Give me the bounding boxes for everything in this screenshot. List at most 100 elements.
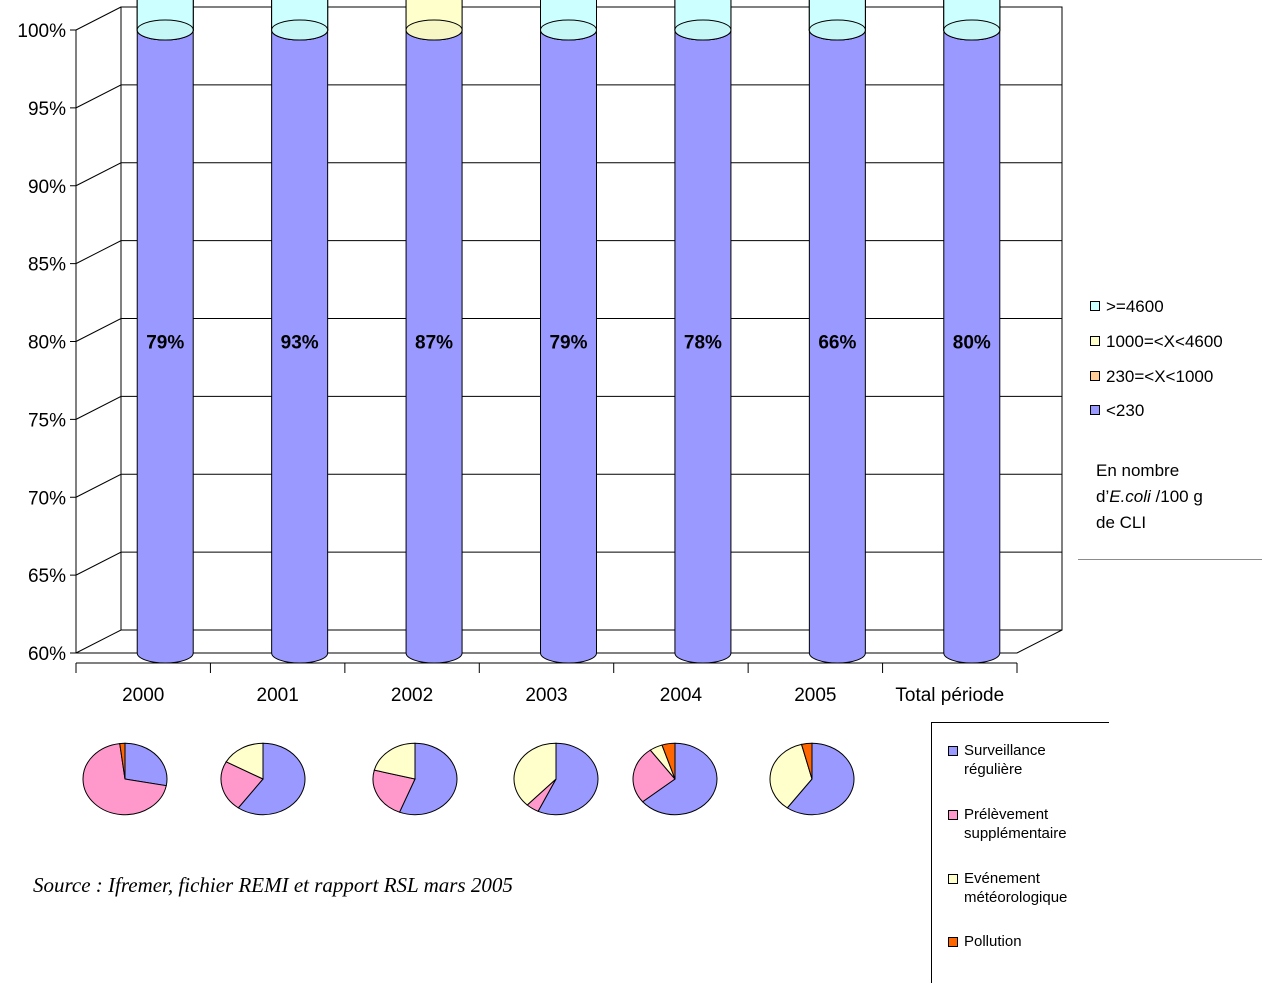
y-tick-label: 70%: [28, 488, 66, 509]
y-tick-label: 85%: [28, 255, 66, 276]
y-tick-label: 95%: [28, 99, 66, 120]
bar-body: [540, 29, 597, 664]
pie-slice: [632, 749, 676, 803]
y-tick-label: 100%: [17, 21, 66, 42]
bar-segment: 2%: [136, 0, 194, 41]
bar-cap: [405, 19, 463, 41]
pie-slice: [513, 742, 557, 806]
bars-group: 79%12%6%2% 93%5%1%2% 87%10%4% 79%14%4%2% 78%…: [136, 0, 1001, 664]
pie-slice: [124, 742, 168, 787]
legend-swatch: [1090, 371, 1100, 381]
pie-slice: [786, 742, 855, 816]
legend-swatch: [948, 874, 958, 884]
bar-body: [136, 29, 194, 664]
gridline: [75, 318, 1062, 342]
y-axis-ticks: 60% 65% 70% 75% 80% 85% 90% 95% 100%: [17, 21, 1062, 665]
bar-cap: [540, 19, 597, 41]
bar-body: [943, 29, 1001, 664]
gridline: [75, 551, 1062, 576]
data-label: 78%: [684, 333, 722, 354]
pie-4: [513, 742, 599, 816]
bar-segment: 79%: [136, 19, 194, 664]
x-tick-label: 2000: [122, 685, 164, 706]
pie-5: [632, 742, 718, 816]
pie-1: [82, 742, 168, 816]
data-label: 87%: [415, 333, 453, 354]
legend-label: <230: [1106, 401, 1145, 420]
pie-slice: [641, 742, 718, 816]
source-note: Source : Ifremer, fichier REMI et rappor…: [33, 873, 513, 897]
bar-2000: 79%12%6%2%: [136, 0, 194, 664]
pie-slice: [373, 742, 416, 780]
legend-swatch: [1090, 301, 1100, 311]
legend-swatch: [1090, 405, 1100, 415]
y-tick-label: 90%: [28, 177, 66, 198]
pie-slice: [220, 761, 264, 809]
legend-label: 230=<X<1000: [1106, 367, 1214, 386]
legend-swatch: [1090, 336, 1100, 346]
bar-segment: 66%: [808, 19, 866, 664]
gridline: [75, 240, 1062, 265]
pies-group: [82, 742, 855, 816]
bar-segment: 2%: [271, 0, 329, 41]
pie-slice: [119, 742, 126, 780]
y-tick-label: 80%: [28, 333, 66, 354]
y-tick-label: 60%: [28, 644, 66, 665]
unit-note-line: d’E.coli /100 g: [1096, 487, 1203, 506]
bar-body: [808, 29, 866, 664]
pie-6: [769, 742, 855, 816]
bar-body: [674, 29, 732, 664]
unit-note: En nombre d’E.coli /100 g de CLI: [1096, 458, 1203, 536]
legend-swatch: [948, 937, 958, 947]
pie-2: [220, 742, 306, 816]
bar-cap: [136, 19, 194, 41]
legend-swatch: [948, 746, 958, 756]
data-label: 79%: [146, 333, 184, 354]
pie-legend: Surveillance régulière Prélèvement supplém…: [931, 722, 1109, 983]
bar-body: [271, 29, 329, 664]
gridline: [75, 473, 1062, 498]
data-label: 79%: [549, 333, 587, 354]
bar-2004: 78%17%3%4%: [674, 0, 732, 664]
gridline: [75, 84, 1062, 109]
pie-slice: [800, 742, 813, 780]
bar-2005: 66%23%8%3%: [808, 0, 866, 664]
bar-2002: 87%10%4%: [405, 0, 463, 664]
legend-swatch: [948, 810, 958, 820]
bar-segment: 2%: [943, 0, 1001, 41]
bar-cap: [674, 19, 732, 41]
pie-3: [372, 742, 458, 816]
bar-segment: 87%: [405, 19, 463, 664]
legend-label: 1000=<X<4600: [1106, 332, 1223, 351]
bar-cap: [808, 19, 866, 41]
data-label: 80%: [953, 333, 991, 354]
unit-note-line: En nombre: [1096, 461, 1180, 480]
legend-label: >=4600: [1106, 297, 1164, 316]
bar-segment: 3%: [808, 0, 866, 41]
bar-cap: [271, 19, 329, 41]
x-axis-ticks: 2000 2001 2002 2003 2004 2005 Total période: [75, 663, 1018, 706]
pie-slice: [372, 769, 416, 813]
bar-segment: 78%: [674, 19, 732, 664]
x-tick-label: 2005: [794, 685, 836, 706]
bar-segment: 93%: [271, 19, 329, 664]
bar-segment: 79%: [540, 19, 597, 664]
pie-slice: [537, 742, 599, 816]
x-tick-label: 2004: [660, 685, 703, 706]
x-tick-label: 2003: [525, 685, 567, 706]
bar-segment: 80%: [943, 19, 1001, 664]
bar-2001: 93%5%1%2%: [271, 0, 329, 664]
bar-cap: [943, 19, 1001, 41]
pie-slice: [225, 742, 264, 780]
gridline: [75, 395, 1062, 420]
bar-segment: 4%: [674, 0, 732, 41]
pie-slice: [661, 742, 676, 780]
x-tick-label: 2002: [391, 685, 433, 706]
pie-slice: [398, 742, 458, 816]
data-label: 66%: [818, 333, 856, 354]
y-tick-label: 75%: [28, 410, 66, 431]
divider: [1078, 559, 1262, 560]
pie-slice: [769, 743, 813, 809]
bar-Total période: 80%13%5%2%: [943, 0, 1001, 664]
